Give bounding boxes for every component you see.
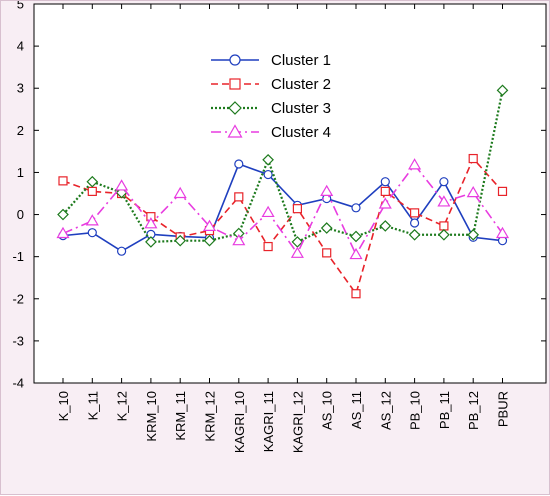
- y-tick-label: 0: [17, 207, 24, 222]
- data-point: [350, 230, 362, 243]
- data-point: [468, 153, 478, 164]
- data-point: [261, 205, 275, 218]
- data-point: [438, 228, 450, 241]
- legend-marker: [227, 124, 243, 138]
- data-point: [234, 192, 244, 202]
- data-point: [86, 175, 99, 188]
- y-tick-label: -4: [12, 376, 24, 391]
- data-point: [262, 153, 274, 166]
- data-point: [263, 241, 273, 252]
- data-point: [203, 234, 216, 247]
- y-tick-label: 3: [17, 81, 24, 96]
- y-tick-label: 2: [17, 123, 24, 138]
- data-point: [116, 246, 127, 256]
- x-tick-label: AS_11: [349, 391, 364, 429]
- data-point: [351, 203, 361, 213]
- series-line: [62, 90, 504, 244]
- y-tick-label: -2: [12, 291, 24, 306]
- x-tick-label: KAGRI_10: [232, 391, 247, 453]
- data-point: [115, 179, 129, 191]
- data-point: [202, 219, 217, 231]
- data-point: [408, 228, 421, 241]
- legend: Cluster 1 Cluster 2 Cluster 3 Cluster 4: [206, 46, 371, 144]
- x-tick-label: PBUR: [496, 391, 511, 427]
- data-point: [467, 228, 480, 241]
- data-point: [439, 177, 449, 187]
- x-tick-label: KRM_10: [144, 391, 159, 442]
- legend-marker: [228, 101, 242, 115]
- x-tick-label: K_10: [56, 391, 71, 421]
- data-point: [380, 186, 390, 196]
- data-point: [290, 246, 304, 258]
- y-tick-label: 1: [17, 165, 24, 180]
- data-point: [410, 208, 420, 218]
- data-point: [496, 84, 509, 97]
- legend-marker: [229, 78, 241, 90]
- series-line: [62, 163, 503, 253]
- data-point: [322, 248, 332, 258]
- data-point: [495, 226, 510, 239]
- data-point: [57, 208, 69, 221]
- data-point: [351, 289, 361, 299]
- data-point: [56, 226, 70, 239]
- x-tick-label: AS_12: [378, 391, 393, 430]
- legend-label: Cluster 2: [271, 76, 331, 93]
- data-point: [320, 222, 333, 234]
- series-1: [58, 159, 508, 256]
- legend-marker: [229, 54, 241, 66]
- x-tick-label: PB_10: [408, 391, 423, 430]
- data-point: [410, 218, 420, 228]
- series-line: [62, 163, 504, 257]
- data-point: [232, 233, 246, 246]
- data-point: [144, 217, 158, 229]
- x-axis: K_10 K_11 K_12 KRM_10 KRM_11 KRM_12 KAGRI_10 KA…: [56, 4, 511, 453]
- data-point: [466, 185, 480, 198]
- y-tick-label: 5: [17, 1, 24, 12]
- legend-label: Cluster 1: [271, 52, 331, 69]
- data-point: [145, 236, 157, 248]
- y-tick-label: 4: [17, 39, 24, 54]
- data-point: [349, 247, 363, 260]
- data-point: [87, 186, 97, 196]
- data-point: [263, 169, 273, 180]
- data-point: [174, 234, 187, 247]
- data-point: [408, 158, 422, 170]
- x-tick-label: PB_12: [466, 391, 481, 430]
- x-tick-label: KRM_12: [203, 391, 218, 442]
- data-point: [87, 228, 97, 238]
- data-point: [234, 159, 244, 169]
- legend-label: Cluster 3: [271, 100, 331, 117]
- data-point: [437, 195, 451, 207]
- x-tick-label: KAGRI_12: [290, 391, 305, 453]
- data-point: [497, 186, 508, 196]
- data-point: [379, 220, 392, 232]
- x-tick-label: KAGRI_11: [261, 391, 276, 452]
- data-point: [380, 177, 390, 187]
- x-tick-label: K_11: [85, 391, 100, 420]
- data-point: [173, 186, 187, 199]
- legend-label: Cluster 4: [271, 124, 331, 141]
- data-point: [439, 221, 449, 231]
- x-tick-label: K_12: [115, 391, 130, 421]
- series-layer: [56, 84, 510, 299]
- data-point: [85, 214, 99, 226]
- data-point: [378, 197, 392, 209]
- x-tick-label: PB_11: [437, 391, 452, 429]
- series-4: [56, 158, 510, 260]
- y-tick-label: -1: [12, 249, 24, 264]
- x-tick-label: AS_10: [320, 391, 335, 430]
- y-tick-label: -3: [12, 333, 24, 348]
- data-point: [292, 204, 302, 214]
- x-tick-label: KRM_11: [173, 391, 188, 441]
- data-point: [58, 176, 68, 186]
- y-axis: -4 -3 -2 -1 0 1 2 3 4 5: [12, 1, 546, 391]
- data-point: [320, 184, 334, 196]
